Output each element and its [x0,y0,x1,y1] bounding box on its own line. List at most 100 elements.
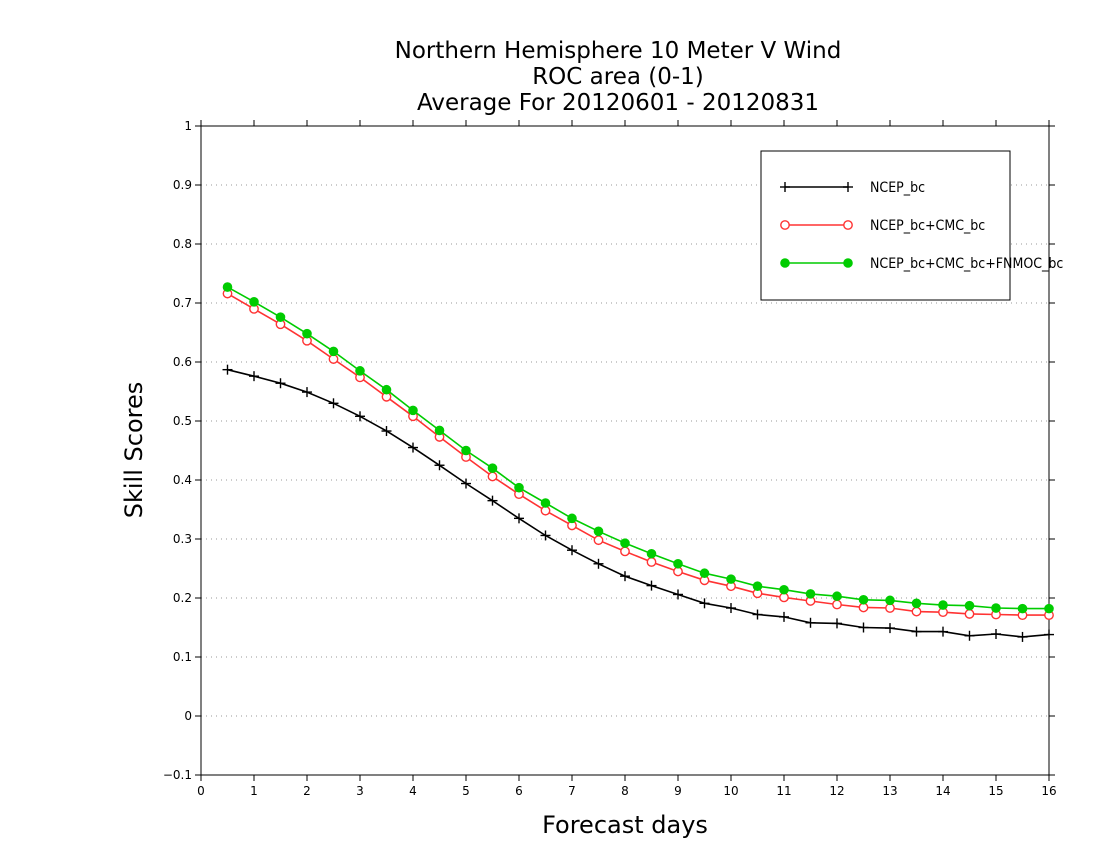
y-tick-label: 0.4 [173,473,192,487]
y-tick-label: 0.2 [173,591,192,605]
data-point-filled-circle [964,600,975,611]
legend-label: NCEP_bc+CMC_bc [870,218,985,234]
data-point-plus [461,478,471,489]
data-point-plus [780,182,790,192]
legend-entry: NCEP_bc [780,180,925,196]
data-point-filled-circle [726,574,736,584]
x-tick-label: 3 [356,784,364,798]
x-tick-label: 13 [882,784,897,798]
data-point-plus [593,558,604,569]
data-point-filled-circle [911,598,922,609]
x-axis-ticks: 0 1 2 3 4 5 6 7 8 9 10 11 12 13 14 15 16 [197,120,1057,798]
data-point-open-circle [646,557,657,567]
data-point-filled-circle [514,482,524,493]
y-axis-ticks: −0.1 0 0.1 0.2 0.3 0.4 0.5 0.6 0.7 0.8 0.9 1 [163,119,1055,782]
data-point-plus [964,630,975,641]
y-tick-label: 1 [184,119,192,133]
x-tick-label: 0 [197,784,205,798]
data-point-open-circle [843,220,853,230]
data-point-filled-circle [381,384,392,395]
legend-label: NCEP_bc+CMC_bc+FNMOC_bc [870,256,1063,272]
chart-title-line-3: Average For 20120601 - 20120831 [417,90,819,116]
data-point-plus [938,626,948,637]
data-point-plus [355,411,365,422]
data-point-filled-circle [991,603,1001,613]
y-tick-label: −0.1 [163,768,192,782]
x-tick-label: 8 [621,784,629,798]
data-point-plus [408,442,418,453]
x-tick-label: 12 [829,784,844,798]
data-point-open-circle [593,535,604,546]
series-1 [222,364,1054,642]
chart-title-line-1: Northern Hemisphere 10 Meter V Wind [395,38,842,64]
x-tick-label: 2 [303,784,311,798]
data-point-plus [514,513,524,524]
data-point-plus [275,378,286,389]
data-point-filled-circle [1017,603,1028,614]
data-point-plus [858,622,869,633]
data-point-plus [646,580,657,591]
data-point-plus [434,460,445,471]
x-tick-label: 15 [988,784,1003,798]
data-point-plus [832,618,842,629]
data-point-filled-circle [673,558,683,569]
x-tick-label: 5 [462,784,470,798]
data-point-plus [1044,629,1054,640]
data-point-filled-circle [540,498,551,508]
data-point-filled-circle [249,297,259,307]
data-point-filled-circle [620,538,630,548]
data-point-plus [328,398,339,409]
chart-title-line-2: ROC area (0-1) [532,64,704,90]
data-point-plus [249,371,259,382]
x-axis-title: Forecast days [542,811,708,839]
data-point-filled-circle [699,568,710,579]
data-point-plus [487,495,498,506]
chart-title: Northern Hemisphere 10 Meter V Wind ROC … [395,38,842,116]
x-tick-label: 1 [250,784,258,798]
data-point-filled-circle [780,258,790,268]
y-tick-label: 0.3 [173,532,192,546]
data-point-filled-circle [487,463,498,474]
data-point-filled-circle [1044,603,1054,614]
data-point-open-circle [911,606,922,617]
y-tick-label: 0.5 [173,414,192,428]
data-point-open-circle [780,220,790,230]
data-point-filled-circle [938,600,948,610]
x-tick-label: 11 [776,784,791,798]
data-point-plus [222,364,233,375]
x-tick-label: 4 [409,784,417,798]
x-tick-label: 9 [674,784,682,798]
data-point-filled-circle [328,346,339,357]
data-point-plus [991,628,1001,639]
x-tick-label: 7 [568,784,576,798]
data-point-filled-circle [832,591,842,602]
y-tick-label: 0.6 [173,355,192,369]
data-point-filled-circle [593,526,604,537]
data-point-filled-circle [222,282,233,292]
data-point-plus [381,426,392,437]
data-point-filled-circle [843,258,853,268]
legend-entries: NCEP_bc NCEP_bc+CMC_bc NCEP_bc+CMC_bc+FNMO… [780,180,1063,272]
data-point-filled-circle [461,445,471,456]
data-point-filled-circle [302,328,312,339]
x-tick-label: 16 [1041,784,1056,798]
data-point-filled-circle [434,425,445,436]
series-line [227,368,1050,638]
data-point-filled-circle [858,594,869,605]
data-point-plus [1017,631,1028,642]
data-point-filled-circle [885,595,895,606]
legend-entry: NCEP_bc+CMC_bc [780,218,985,234]
data-point-plus [911,626,922,637]
y-tick-label: 0.8 [173,237,192,251]
data-point-plus [885,623,895,634]
data-point-plus [779,611,789,622]
data-point-filled-circle [355,366,365,376]
data-point-plus [620,571,630,582]
y-axis-title: Skill Scores [120,382,148,519]
data-point-filled-circle [779,584,789,595]
series-2 [222,288,1054,621]
x-tick-label: 14 [935,784,950,798]
series-3 [222,282,1054,614]
legend-entry: NCEP_bc+CMC_bc+FNMOC_bc [780,256,1063,272]
